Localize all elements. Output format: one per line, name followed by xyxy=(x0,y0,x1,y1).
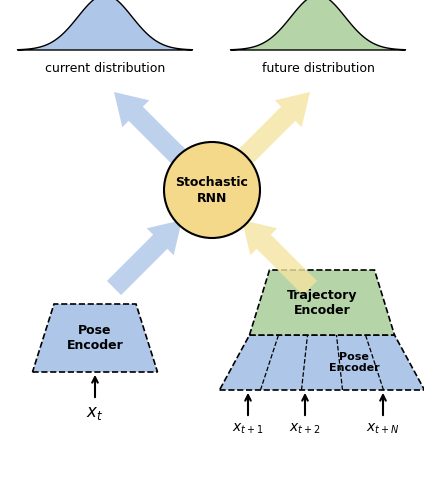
FancyArrow shape xyxy=(242,220,317,295)
Text: Pose
Encoder: Pose Encoder xyxy=(329,352,379,373)
FancyArrow shape xyxy=(235,92,310,167)
Text: $x_{t+N}$: $x_{t+N}$ xyxy=(366,422,400,437)
FancyArrow shape xyxy=(114,92,189,167)
Text: $x_{t+2}$: $x_{t+2}$ xyxy=(289,422,321,437)
Polygon shape xyxy=(231,0,405,50)
Text: future distribution: future distribution xyxy=(262,62,374,75)
Text: $x_{t+1}$: $x_{t+1}$ xyxy=(232,422,264,437)
Text: Stochastic: Stochastic xyxy=(176,176,248,190)
Polygon shape xyxy=(33,304,157,372)
Text: $x_t$: $x_t$ xyxy=(86,404,103,422)
Polygon shape xyxy=(17,0,192,50)
Text: current distribution: current distribution xyxy=(45,62,165,75)
Text: Trajectory
Encoder: Trajectory Encoder xyxy=(287,289,357,317)
Circle shape xyxy=(164,142,260,238)
FancyArrow shape xyxy=(107,220,182,295)
Polygon shape xyxy=(249,270,394,335)
Text: RNN: RNN xyxy=(197,192,227,204)
Text: Pose
Encoder: Pose Encoder xyxy=(67,324,123,352)
Polygon shape xyxy=(220,335,424,390)
